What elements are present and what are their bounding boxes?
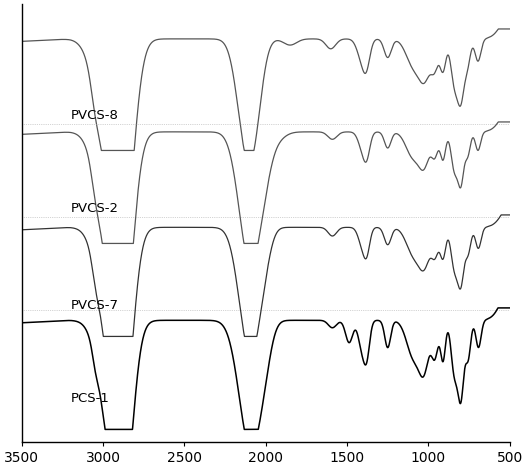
Text: PVCS-8: PVCS-8 [71, 109, 119, 122]
Text: PCS-1: PCS-1 [71, 392, 109, 405]
Text: PVCS-2: PVCS-2 [71, 202, 119, 215]
Text: PVCS-7: PVCS-7 [71, 299, 119, 311]
